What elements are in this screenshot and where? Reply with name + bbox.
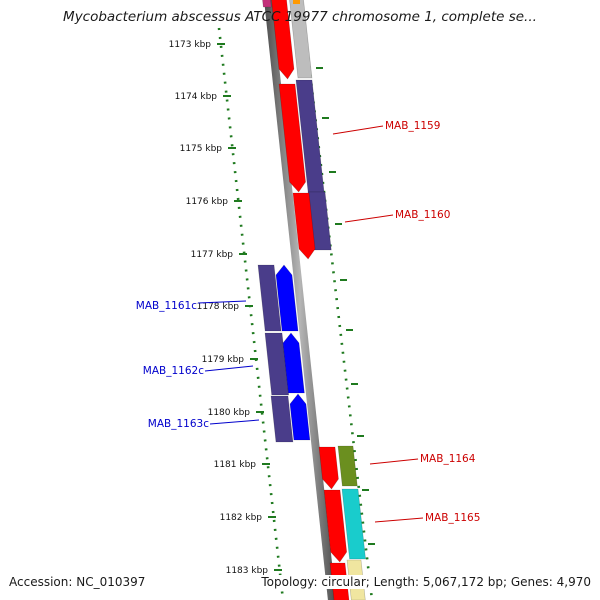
cds-arrow-mab-1159 [278, 83, 306, 193]
gene-label: MAB_1160 [395, 209, 450, 221]
accession-text: Accession: NC_010397 [8, 575, 147, 589]
kbp-tick-label: 1174 kbp [175, 92, 218, 102]
gene-block-mab-1161c [257, 264, 282, 332]
partial-magenta-feature [262, 0, 272, 8]
kbp-tick-label: 1177 kbp [191, 250, 234, 260]
cds-arrow-mab-1160 [292, 192, 316, 260]
gene-label: MAB_1161c [136, 300, 197, 312]
gene-block-mab-1163c [270, 395, 294, 443]
gene-labels: MAB_1159 MAB_1160 MAB_1161c MAB_1162c MAB_11… [136, 120, 481, 524]
genome-summary: Topology: circular; Length: 5,067,172 bp… [260, 575, 592, 589]
chromosome-backbone [264, 0, 336, 600]
cds-arrow-mab-1161c [275, 264, 299, 332]
gene-label-leader [344, 214, 394, 223]
kbp-tick-label: 1179 kbp [202, 355, 245, 365]
gene-label-leader [209, 419, 260, 425]
kbp-tick-label: 1178 kbp [197, 302, 240, 312]
kbp-tick-label: 1182 kbp [220, 513, 263, 523]
cds-arrow-mab-1165 [323, 489, 348, 563]
gene-label-leader [332, 125, 384, 135]
kbp-tick-label: 1176 kbp [186, 197, 229, 207]
kbp-ticks: 1173 kbp 1174 kbp 1175 kbp 1176 kbp 1177 kbp… [169, 40, 282, 576]
gene-label: MAB_1162c [143, 365, 204, 377]
cds-arrow-mab-1164 [318, 446, 339, 490]
cds-arrow-top [271, 0, 295, 80]
partial-orange-feature [293, 0, 300, 4]
gene-label-leader [369, 458, 419, 465]
cds-arrow-mab-1163c [289, 393, 311, 441]
gene-label-leader [374, 517, 424, 523]
map-title: Mycobacterium abscessus ATCC 19977 chrom… [63, 9, 537, 25]
right-dotted-circle [303, 29, 374, 600]
partial-gray-block [289, 0, 313, 79]
gene-label: MAB_1159 [385, 120, 440, 132]
kbp-tick-label: 1181 kbp [214, 460, 257, 470]
kbp-tick-label: 1175 kbp [180, 144, 223, 154]
gene-block-mab-1165 [341, 488, 366, 560]
cds-arrow-mab-1162c [282, 332, 305, 394]
kbp-tick-label: 1180 kbp [208, 408, 251, 418]
feature-tracks [257, 0, 366, 600]
gene-block-mab-1162c [264, 332, 290, 396]
gene-label: MAB_1163c [148, 418, 209, 430]
gene-label-leader [197, 300, 247, 304]
kbp-tick-label: 1173 kbp [169, 40, 212, 50]
gene-label: MAB_1165 [425, 512, 480, 524]
gene-block-mab-1164 [337, 445, 358, 487]
dotted-tick-circles [217, 27, 375, 600]
gene-label: MAB_1164 [420, 453, 476, 465]
kbp-tick-label: 1183 kbp [226, 566, 269, 576]
gene-label-leader [204, 365, 254, 372]
